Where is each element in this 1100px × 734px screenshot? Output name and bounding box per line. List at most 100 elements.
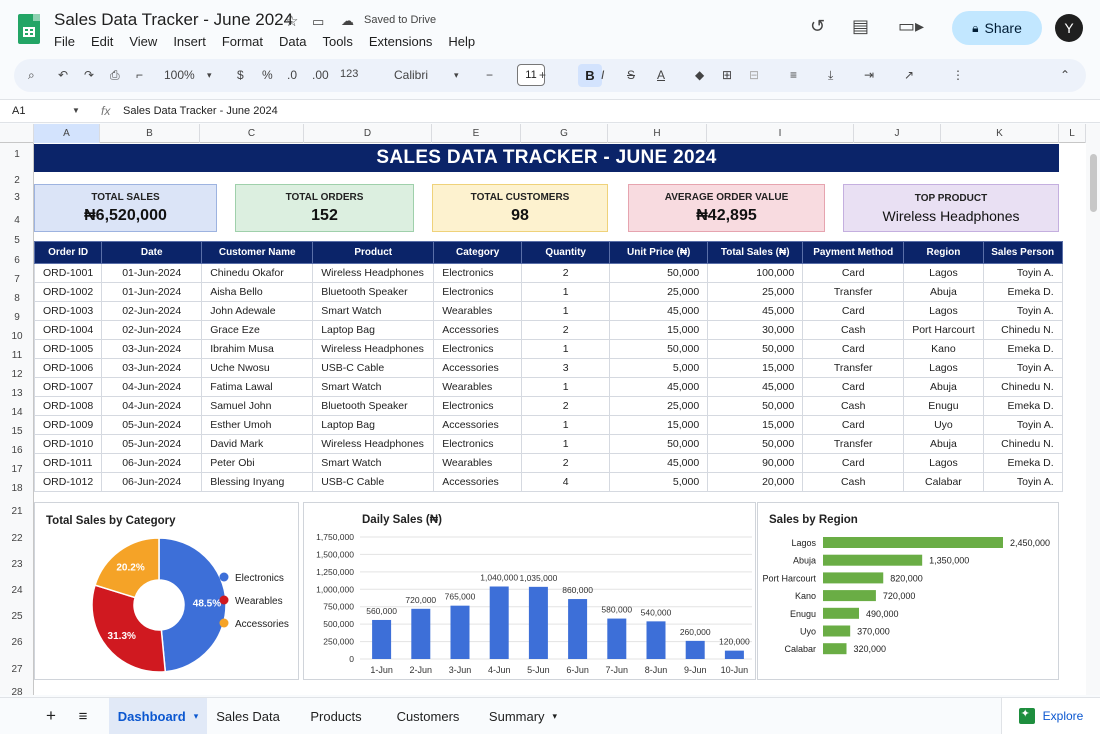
text-color-button[interactable]: A bbox=[657, 68, 666, 82]
row-header[interactable]: 14 bbox=[11, 406, 23, 418]
bar[interactable] bbox=[685, 640, 705, 659]
table-cell[interactable]: 05-Jun-2024 bbox=[101, 434, 203, 454]
row-header[interactable]: 17 bbox=[11, 463, 23, 475]
explore-button[interactable]: Explore bbox=[1001, 698, 1100, 734]
table-cell[interactable]: 15,000 bbox=[707, 358, 804, 378]
text-rotation-icon[interactable]: ↗ bbox=[904, 68, 915, 82]
table-cell[interactable]: Cash bbox=[802, 396, 905, 416]
meet-video-icon[interactable]: ▭▸ bbox=[898, 16, 925, 36]
table-cell[interactable]: Port Harcourt bbox=[903, 320, 984, 340]
table-cell[interactable]: 01-Jun-2024 bbox=[101, 263, 203, 283]
formula-input[interactable]: Sales Data Tracker - June 2024 bbox=[123, 105, 278, 117]
chevron-down-icon[interactable]: ▼ bbox=[72, 106, 80, 115]
table-cell[interactable]: 45,000 bbox=[609, 301, 709, 321]
column-header[interactable]: H bbox=[608, 124, 707, 143]
table-cell[interactable]: Peter Obi bbox=[201, 453, 314, 473]
table-cell[interactable]: USB-C Cable bbox=[312, 358, 435, 378]
name-box[interactable]: A1 bbox=[12, 105, 26, 117]
tab-summary[interactable]: Summary ▾ bbox=[481, 698, 565, 734]
add-sheet-icon[interactable]: + bbox=[46, 706, 56, 725]
table-row[interactable]: ORD-1010 05-Jun-2024 David Mark Wireless He… bbox=[33, 434, 1063, 454]
column-header[interactable]: K bbox=[941, 124, 1059, 143]
table-cell[interactable]: Accessories bbox=[433, 472, 523, 492]
table-cell[interactable]: 15,000 bbox=[609, 320, 709, 340]
table-cell[interactable]: 45,000 bbox=[609, 453, 709, 473]
text-wrap-icon[interactable]: ⇥ bbox=[864, 68, 875, 82]
table-row[interactable]: ORD-1003 02-Jun-2024 John Adewale Smart Wat… bbox=[33, 301, 1063, 321]
table-cell[interactable]: Electronics bbox=[433, 339, 523, 359]
table-cell[interactable]: Wireless Headphones bbox=[312, 434, 435, 454]
table-cell[interactable]: 5,000 bbox=[609, 358, 709, 378]
table-cell[interactable]: Wearables bbox=[433, 301, 523, 321]
row-header[interactable]: 2 bbox=[14, 174, 20, 186]
table-cell[interactable]: Wireless Headphones bbox=[312, 263, 435, 283]
table-cell[interactable]: Laptop Bag bbox=[312, 415, 435, 435]
table-cell[interactable]: Electronics bbox=[433, 434, 523, 454]
star-icon[interactable]: ☆ bbox=[285, 13, 299, 30]
table-cell[interactable]: Lagos bbox=[903, 301, 984, 321]
bar[interactable] bbox=[823, 607, 859, 619]
row-header[interactable]: 16 bbox=[11, 444, 23, 456]
table-cell[interactable]: Smart Watch bbox=[312, 301, 435, 321]
table-cell[interactable]: Abuja bbox=[903, 282, 984, 302]
table-cell[interactable]: 1 bbox=[521, 377, 611, 397]
font-size-decrease-icon[interactable]: − bbox=[486, 68, 494, 82]
table-row[interactable]: ORD-1009 05-Jun-2024 Esther Umoh Laptop Bag… bbox=[33, 415, 1063, 435]
more-options-icon[interactable]: ⋮ bbox=[952, 68, 964, 82]
table-cell[interactable]: Smart Watch bbox=[312, 377, 435, 397]
version-history-icon[interactable]: ↺ bbox=[810, 16, 826, 36]
redo-icon[interactable]: ↷ bbox=[84, 68, 95, 82]
table-cell[interactable]: Electronics bbox=[433, 263, 523, 283]
undo-icon[interactable]: ↶ bbox=[58, 68, 69, 82]
table-cell[interactable]: 50,000 bbox=[707, 396, 804, 416]
table-cell[interactable]: Emeka D. bbox=[982, 453, 1063, 473]
table-cell[interactable]: 1 bbox=[521, 434, 611, 454]
table-cell[interactable]: 3 bbox=[521, 358, 611, 378]
zoom-select[interactable]: 100% bbox=[164, 68, 195, 82]
table-cell[interactable]: ORD-1001 bbox=[33, 263, 103, 283]
table-cell[interactable]: 50,000 bbox=[707, 339, 804, 359]
table-cell[interactable]: 50,000 bbox=[609, 263, 709, 283]
menu-edit[interactable]: Edit bbox=[90, 34, 114, 49]
move-folder-icon[interactable]: ▭ bbox=[312, 14, 325, 29]
table-cell[interactable]: ORD-1002 bbox=[33, 282, 103, 302]
table-cell[interactable]: Toyin A. bbox=[982, 415, 1063, 435]
menu-insert[interactable]: Insert bbox=[173, 34, 206, 49]
tab-dashboard[interactable]: Dashboard ▾ bbox=[109, 698, 207, 734]
bar[interactable] bbox=[489, 586, 509, 659]
table-cell[interactable]: Laptop Bag bbox=[312, 320, 435, 340]
table-row[interactable]: ORD-1001 01-Jun-2024 Chinedu Okafor Wireles… bbox=[33, 263, 1063, 283]
chart-sales-by-category[interactable]: Total Sales by Category 48.5% 31.3% 20.2% E… bbox=[34, 502, 299, 680]
table-cell[interactable]: 04-Jun-2024 bbox=[101, 396, 203, 416]
table-cell[interactable]: Toyin A. bbox=[982, 472, 1063, 492]
table-cell[interactable]: Ibrahim Musa bbox=[201, 339, 314, 359]
tab-products[interactable]: Products bbox=[310, 708, 362, 724]
table-cell[interactable]: Emeka D. bbox=[982, 339, 1063, 359]
table-row[interactable]: ORD-1012 06-Jun-2024 Blessing Inyang USB-C … bbox=[33, 472, 1063, 492]
table-cell[interactable]: Abuja bbox=[903, 434, 984, 454]
table-cell[interactable]: Smart Watch bbox=[312, 453, 435, 473]
table-cell[interactable]: ORD-1007 bbox=[33, 377, 103, 397]
italic-button[interactable]: I bbox=[601, 68, 605, 82]
table-cell[interactable]: Kano bbox=[903, 339, 984, 359]
align-horizontal-icon[interactable]: ≡ bbox=[790, 68, 798, 82]
table-cell[interactable]: Card bbox=[802, 263, 905, 283]
font-select[interactable]: Calibri bbox=[394, 68, 429, 82]
table-cell[interactable]: Abuja bbox=[903, 377, 984, 397]
chevron-down-icon[interactable]: ▾ bbox=[454, 70, 459, 80]
table-cell[interactable]: Lagos bbox=[903, 453, 984, 473]
bar[interactable] bbox=[823, 537, 1003, 548]
table-cell[interactable]: Chinedu N. bbox=[982, 434, 1063, 454]
row-header[interactable]: 18 bbox=[11, 482, 23, 494]
table-cell[interactable]: 04-Jun-2024 bbox=[101, 377, 203, 397]
column-header[interactable]: D bbox=[304, 124, 432, 143]
table-cell[interactable]: Esther Umoh bbox=[201, 415, 314, 435]
row-header[interactable]: 28 bbox=[11, 686, 23, 698]
table-cell[interactable]: Transfer bbox=[802, 358, 905, 378]
menu-tools[interactable]: Tools bbox=[322, 34, 353, 49]
table-cell[interactable]: ORD-1012 bbox=[33, 472, 103, 492]
menu-file[interactable]: File bbox=[54, 34, 75, 49]
table-row[interactable]: ORD-1008 04-Jun-2024 Samuel John Bluetooth … bbox=[33, 396, 1063, 416]
table-cell[interactable]: Card bbox=[802, 453, 905, 473]
row-header[interactable]: 12 bbox=[11, 368, 23, 380]
